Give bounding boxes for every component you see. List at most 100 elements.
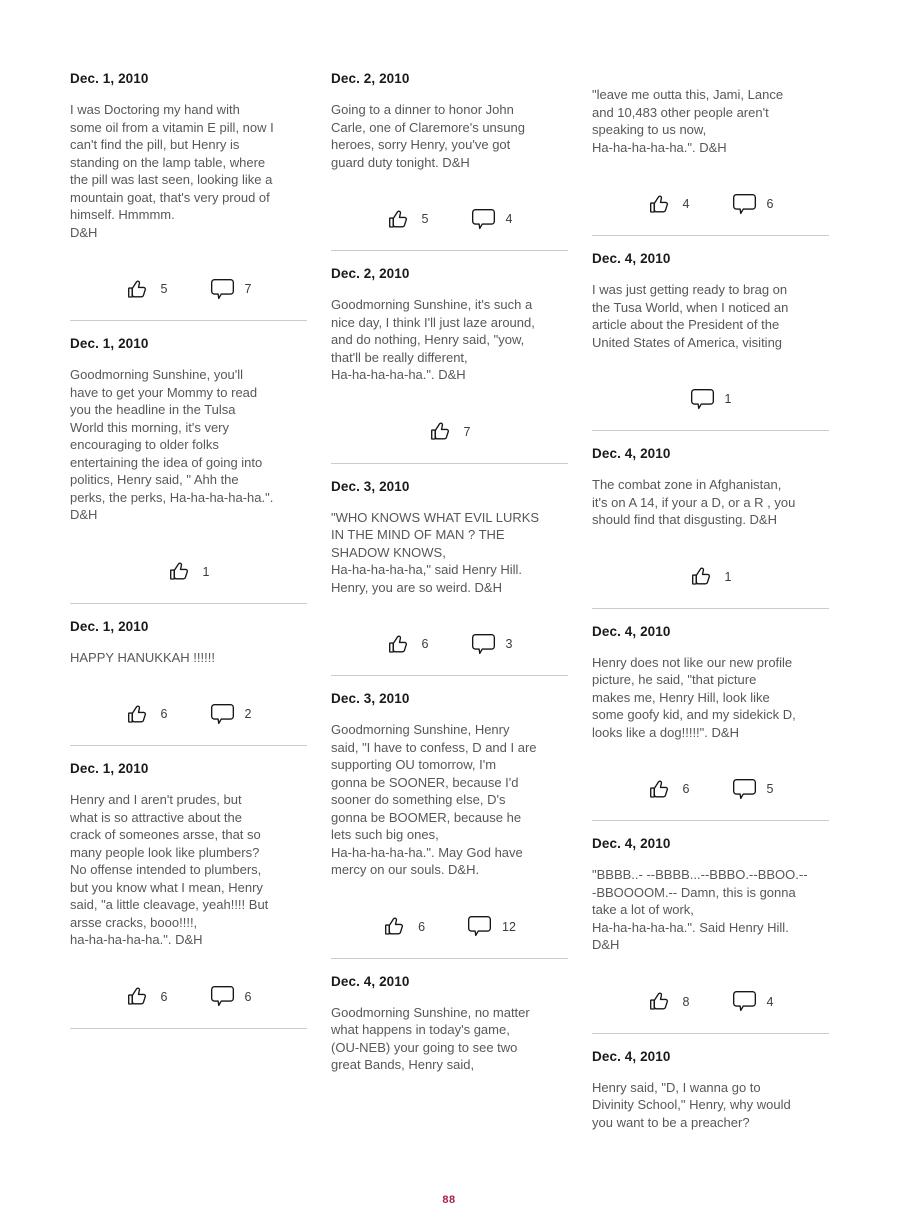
comment-count: 12 (502, 919, 516, 934)
post-divider (70, 602, 307, 604)
post-date: Dec. 1, 2010 (70, 336, 149, 351)
post-date: Dec. 2, 2010 (331, 266, 410, 281)
post-date: Dec. 2, 2010 (331, 71, 410, 86)
post-divider (70, 1027, 307, 1029)
like-count: 5 (160, 282, 168, 296)
post: Dec. 1, 2010 Goodmorning Sunshine, you'l… (70, 337, 307, 604)
comment-stat: 7 (210, 278, 252, 301)
thumbs-up-icon (383, 914, 408, 939)
comment-icon (210, 703, 235, 726)
post: Dec. 4, 2010 "BBBB..- --BBBB...--BBBO.--… (592, 837, 829, 1034)
comment-count: 6 (766, 197, 774, 211)
post-stats: 5 7 (70, 275, 307, 303)
post-stats: 4 6 (592, 190, 829, 218)
comment-icon (732, 778, 757, 801)
post-date: Dec. 3, 2010 (331, 478, 410, 494)
post-body: The combat zone in Afghanistan, it's on … (592, 477, 796, 527)
post-divider (592, 607, 829, 609)
comment-stat: 4 (471, 208, 513, 231)
post: Dec. 1, 2010 HAPPY HANUKKAH !!!!!! 6 (70, 619, 307, 746)
comment-stat: 3 (471, 633, 512, 656)
comment-count: 7 (244, 282, 252, 296)
post-body: HAPPY HANUKKAH !!!!!! (70, 649, 215, 665)
post-divider (331, 957, 568, 959)
post-date: Dec. 4, 2010 (592, 446, 671, 461)
post-stats: 6 3 (331, 630, 568, 658)
post-stats: 8 4 (592, 988, 829, 1016)
column-1: Dec. 1, 2010 I was Doctoring my hand wit… (70, 72, 307, 1131)
comment-stat: 6 (732, 193, 774, 216)
post: Dec. 3, 2010 Goodmorning Sunshine, Henry… (331, 692, 568, 959)
like-stat: 1 (690, 564, 732, 589)
page-number: 88 (442, 1194, 456, 1206)
like-stat: 6 (387, 632, 429, 657)
post-columns: Dec. 1, 2010 I was Doctoring my hand wit… (70, 72, 829, 1131)
post-stats: 7 (331, 418, 568, 446)
post-body: "WHO KNOWS WHAT EVIL LURKS IN THE MIND O… (331, 509, 540, 595)
post-stats: 1 (592, 563, 829, 591)
comment-icon (467, 915, 492, 938)
comment-icon (732, 990, 757, 1013)
like-stat: 6 (648, 777, 690, 802)
post-date: Dec. 3, 2010 (331, 691, 410, 706)
post: Dec. 4, 2010 The combat zone in Afghanis… (592, 447, 829, 609)
post-divider (331, 675, 568, 676)
thumbs-up-icon (387, 207, 412, 232)
post-divider (331, 250, 568, 251)
thumbs-up-icon (126, 702, 151, 727)
thumbs-up-icon (648, 989, 673, 1014)
post-stats: 6 6 (70, 983, 307, 1011)
comment-stat: 4 (732, 990, 773, 1013)
post-body: I was just getting ready to brag on the … (592, 282, 789, 350)
like-stat: 5 (126, 277, 168, 302)
thumbs-up-icon (168, 559, 193, 584)
comment-icon (210, 985, 235, 1008)
like-count: 4 (682, 197, 690, 211)
like-count: 6 (421, 637, 429, 651)
post-stats: 6 5 (592, 775, 829, 803)
thumbs-up-icon (387, 632, 412, 657)
post-body: "BBBB..- --BBBB...--BBBO.--BBOO.-- -BBOO… (592, 867, 808, 952)
post-divider (592, 235, 829, 236)
post-body: Henry and I aren't prudes, but what is s… (70, 792, 269, 947)
thumbs-up-icon (690, 564, 715, 589)
post-body: Goodmorning Sunshine, you'll have to get… (70, 367, 274, 522)
post-stats: 5 4 (331, 205, 568, 233)
post-stats: 1 (70, 558, 307, 586)
like-count: 8 (682, 994, 690, 1009)
like-count: 7 (463, 424, 471, 439)
post-date: Dec. 4, 2010 (331, 973, 410, 989)
comment-stat: 12 (467, 915, 516, 938)
post: Dec. 4, 2010 Henry said, "D, I wanna go … (592, 1048, 829, 1132)
post-body: Goodmorning Sunshine, Henry said, "I hav… (331, 722, 537, 877)
like-count: 1 (724, 569, 732, 584)
post-body: Henry does not like our new profile pict… (592, 654, 796, 740)
comment-icon (471, 208, 496, 231)
thumbs-up-icon (429, 419, 454, 444)
post: Dec. 2, 2010 Going to a dinner to honor … (331, 72, 568, 251)
like-count: 6 (682, 782, 690, 796)
post-divider (331, 462, 568, 464)
column-3: "leave me outta this, Jami, Lance and 10… (592, 72, 829, 1131)
post-date: Dec. 1, 2010 (70, 761, 149, 776)
comment-stat: 5 (732, 778, 773, 801)
post-stats: 6 12 (331, 913, 568, 941)
like-stat: 5 (387, 207, 429, 232)
post-divider (70, 320, 307, 321)
comment-count: 4 (505, 212, 513, 226)
post-date: Dec. 4, 2010 (592, 251, 671, 266)
thumbs-up-icon (648, 192, 673, 217)
post-date: Dec. 4, 2010 (592, 1048, 671, 1064)
post: Dec. 1, 2010 Henry and I aren't prudes, … (70, 762, 307, 1029)
comment-count: 2 (244, 707, 252, 721)
post: Dec. 1, 2010 I was Doctoring my hand wit… (70, 72, 307, 321)
column-2: Dec. 2, 2010 Going to a dinner to honor … (331, 72, 568, 1131)
post-body: I was Doctoring my hand with some oil fr… (70, 102, 274, 240)
thumbs-up-icon (648, 777, 673, 802)
comment-icon (210, 278, 235, 301)
post-body: Goodmorning Sunshine, no matter what hap… (331, 1004, 530, 1073)
like-count: 1 (202, 564, 210, 579)
like-stat: 6 (383, 914, 425, 939)
comment-count: 1 (724, 392, 732, 406)
comment-icon (471, 633, 496, 656)
